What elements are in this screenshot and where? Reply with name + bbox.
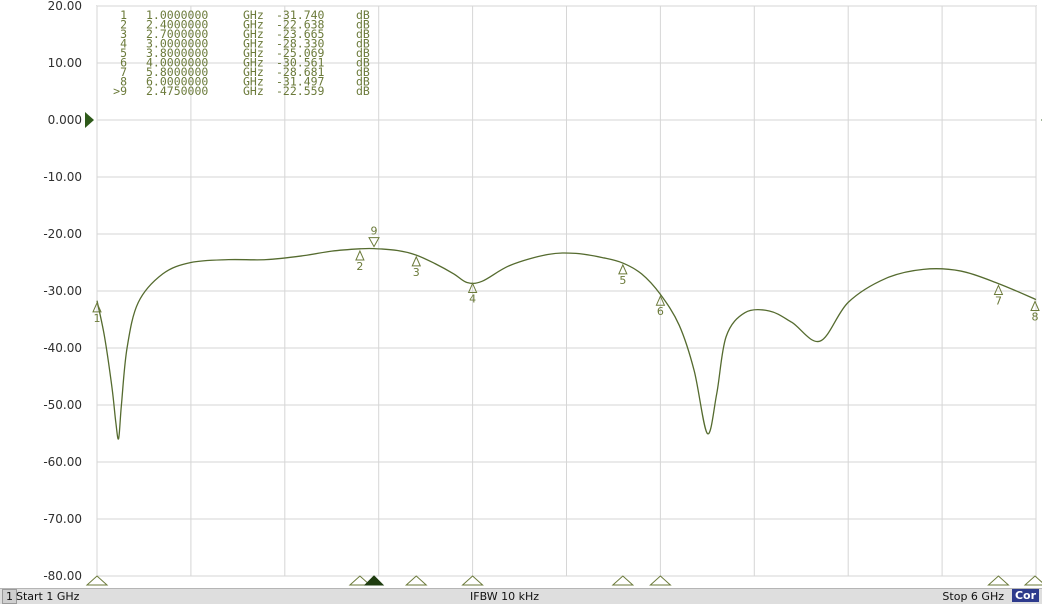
marker-table-unit: GHz: [243, 84, 264, 98]
marker-table-number: 5: [120, 46, 127, 60]
y-tick-label: -70.00: [43, 512, 82, 526]
marker-table-frequency: 2.4750000: [146, 84, 208, 98]
marker-table-number: >9: [113, 84, 127, 98]
y-tick-label: -50.00: [43, 398, 82, 412]
marker-table-value-unit: dB: [356, 75, 370, 89]
marker-table-value: -22.559: [276, 84, 325, 98]
marker-table-number: 1: [120, 8, 127, 22]
marker-6-symbol[interactable]: [655, 294, 666, 306]
y-tick-label: -60.00: [43, 455, 82, 469]
marker-1-symbol[interactable]: [92, 301, 102, 313]
marker-table-value-unit: dB: [356, 84, 370, 98]
marker-table-unit: GHz: [243, 27, 264, 41]
marker-table-value-unit: dB: [356, 27, 370, 41]
marker-8-symbol[interactable]: [1030, 300, 1040, 312]
marker-5-label: 5: [619, 274, 626, 287]
marker-table-frequency: 5.8000000: [146, 65, 208, 79]
trace-plot[interactable]: 20.00 10.00 0.000 -10.00 -20.00 -30.00 -40.00 -…: [0, 0, 1042, 588]
marker-9-label: 9: [371, 225, 378, 238]
marker-table-value-unit: dB: [356, 8, 370, 22]
marker-5-symbol[interactable]: [618, 263, 628, 275]
marker-table-unit: GHz: [243, 18, 264, 32]
y-tick-label: -10.00: [43, 170, 82, 184]
marker-4-indicator[interactable]: [461, 575, 484, 586]
marker-table-value: -31.740: [276, 8, 325, 22]
stop-frequency[interactable]: Stop 6 GHz: [942, 590, 1004, 603]
marker-table-unit: GHz: [243, 46, 264, 60]
marker-2-label: 2: [356, 260, 363, 273]
marker-7-indicator[interactable]: [987, 575, 1010, 586]
y-tick-label: 0.000: [48, 113, 82, 127]
marker-4-label: 4: [469, 292, 476, 305]
marker-6-indicator[interactable]: [649, 575, 672, 586]
marker-2-symbol[interactable]: [355, 249, 365, 261]
marker-table-number: 7: [120, 65, 127, 79]
start-frequency[interactable]: Start 1 GHz: [16, 590, 80, 603]
marker-table-value-unit: dB: [356, 56, 370, 70]
marker-9-symbol[interactable]: [368, 237, 380, 248]
marker-table-value: -23.665: [276, 27, 324, 41]
correction-indicator[interactable]: Cor: [1011, 589, 1039, 602]
marker-table-number: 8: [120, 75, 127, 89]
marker-table-unit: GHz: [243, 75, 264, 89]
marker-table-frequency: 2.4000000: [146, 18, 208, 32]
marker-2-indicator[interactable]: [348, 575, 372, 586]
marker-4-symbol[interactable]: [467, 282, 478, 293]
marker-table-value: -22.638: [276, 18, 325, 32]
status-bar: 1 Start 1 GHz IFBW 10 kHz Stop 6 GHz Cor: [0, 588, 1042, 604]
y-tick-label: 20.00: [48, 0, 82, 13]
marker-table-value-unit: dB: [356, 46, 370, 60]
marker-table-number: 2: [120, 18, 127, 32]
trace: [96, 247, 1037, 440]
marker-9-indicator[interactable]: [363, 575, 385, 586]
y-tick-label: 10.00: [48, 56, 82, 70]
marker-1-label: 1: [94, 312, 101, 325]
marker-table-unit: GHz: [243, 37, 264, 51]
marker-table-frequency: 6.0000000: [146, 75, 208, 89]
marker-8-label: 8: [1032, 311, 1039, 324]
marker-table-value: -30.561: [276, 56, 325, 70]
marker-table-value-unit: dB: [356, 18, 370, 32]
marker-table-value: -31.497: [276, 75, 325, 89]
markers: 1 2 3 4 5 6 7 8 9: [92, 225, 1040, 325]
marker-table-frequency: 3.0000000: [146, 37, 208, 51]
y-tick-label: -80.00: [43, 569, 82, 583]
marker-1-indicator[interactable]: [85, 575, 109, 586]
marker-table-value: -28.681: [276, 65, 325, 79]
marker-3-indicator[interactable]: [404, 575, 428, 586]
grid: [96, 5, 1037, 577]
marker-table-value: -25.069: [276, 46, 325, 60]
y-tick-label: -30.00: [43, 284, 82, 298]
marker-table-value: -28.330: [276, 37, 325, 51]
marker-table-number: 6: [120, 56, 127, 70]
marker-6-label: 6: [657, 305, 664, 318]
marker-8-indicator[interactable]: [1023, 575, 1042, 586]
marker-table-frequency: 1.0000000: [146, 8, 208, 22]
marker-table: 1 1.0000000 GHz -31.740 dB 2 2.4000000 GHz -22.6…: [113, 8, 370, 98]
channel-number[interactable]: 1: [2, 589, 17, 604]
marker-table-unit: GHz: [243, 8, 264, 22]
marker-table-frequency: 2.7000000: [146, 27, 208, 41]
marker-table-frequency: 3.8000000: [146, 46, 208, 60]
marker-7-label: 7: [995, 294, 1002, 307]
if-bandwidth[interactable]: IFBW 10 kHz: [470, 590, 540, 603]
y-tick-label: -20.00: [43, 227, 82, 241]
marker-table-unit: GHz: [243, 65, 264, 79]
marker-table-unit: GHz: [243, 56, 264, 70]
marker-5-indicator[interactable]: [611, 575, 635, 586]
marker-3-label: 3: [413, 266, 420, 279]
y-tick-labels: 20.00 10.00 0.000 -10.00 -20.00 -30.00 -40.00 -…: [43, 0, 82, 583]
marker-table-value-unit: dB: [356, 65, 370, 79]
reference-arrow-left[interactable]: [85, 112, 94, 128]
marker-3-symbol[interactable]: [411, 255, 422, 267]
marker-table-number: 4: [120, 37, 127, 51]
marker-7-symbol[interactable]: [993, 284, 1004, 295]
marker-table-value-unit: dB: [356, 37, 370, 51]
marker-position-indicators: [85, 575, 1042, 586]
marker-table-frequency: 4.0000000: [146, 56, 208, 70]
trace-line: [96, 247, 1037, 440]
marker-table-number: 3: [120, 27, 127, 41]
y-tick-label: -40.00: [43, 341, 82, 355]
